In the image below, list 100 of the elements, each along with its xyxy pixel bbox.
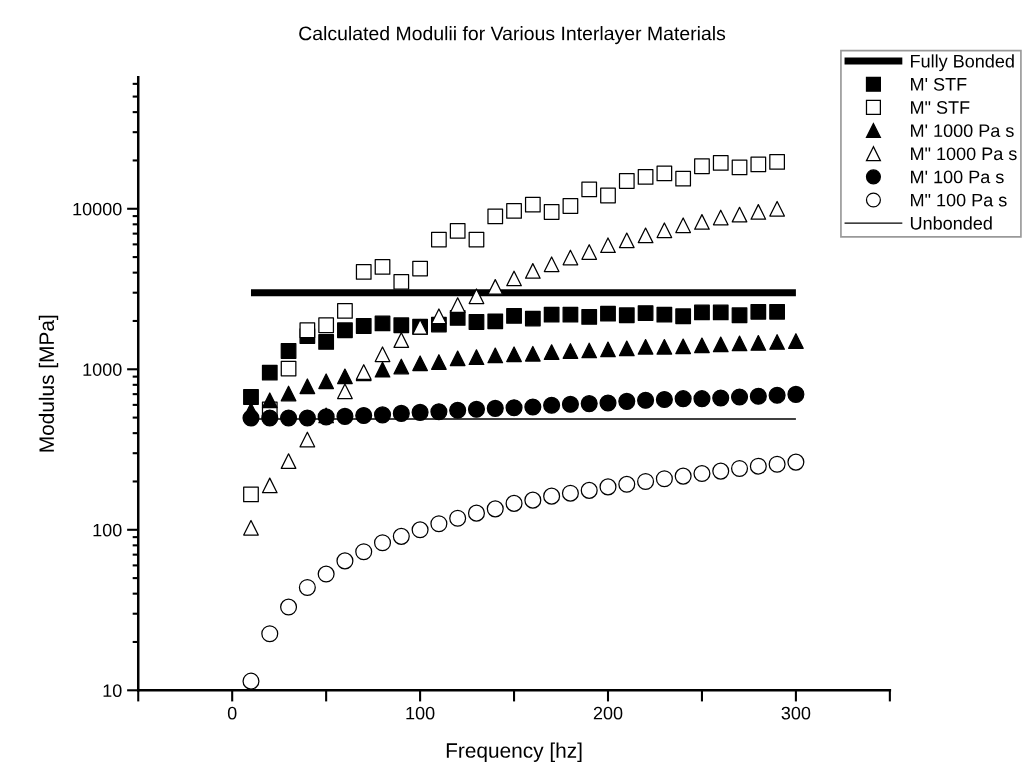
point [712,389,730,407]
chart-title: Calculated Modulii for Various Interlayer Materials [299,26,726,45]
y-tick-label: 100 [93,523,122,537]
point [299,322,316,339]
point [411,403,429,421]
point [600,187,616,204]
point [656,165,673,182]
point [750,303,767,320]
point [580,481,598,499]
point [581,181,598,198]
point [337,322,353,339]
point [430,515,448,533]
x-tick-label: 0 [227,706,237,720]
point [524,491,542,509]
point [581,342,598,359]
x-tick-label: 100 [406,706,435,720]
point [655,470,673,488]
point [675,308,692,325]
point [656,338,673,355]
legend-label: Unbonded [910,216,992,230]
legend-label: M' 1000 Pa s [911,124,1014,138]
point [712,155,729,171]
point [355,406,373,425]
point [486,399,504,417]
point [750,156,767,173]
point [749,457,767,475]
point [618,340,635,357]
legend-label: M' STF [911,77,967,91]
x-axis-title: Frequency [hz] [446,742,582,762]
point [430,403,448,421]
point [581,308,598,325]
point [374,259,391,275]
point [242,672,260,690]
point [355,318,372,334]
point [242,409,260,427]
point [675,170,692,187]
point [487,278,504,295]
point [468,349,485,366]
point [769,303,786,320]
point [449,222,466,239]
point [656,306,673,323]
point [317,565,335,583]
legend-label: Fully Bonded [911,54,1014,72]
point [712,304,729,321]
point [374,361,391,378]
point [543,344,560,360]
point [487,347,504,364]
point [261,625,279,643]
point [449,401,467,419]
point [694,304,710,321]
point [637,472,655,491]
point [561,484,579,502]
point [280,598,298,616]
point [787,453,805,471]
point [637,305,654,321]
point [712,336,729,353]
point [562,343,579,359]
point [694,158,710,175]
point [543,487,561,505]
point [618,307,635,324]
point [505,494,523,512]
point [768,386,786,404]
point [637,391,655,409]
point [730,388,749,406]
point [318,317,335,334]
point [449,509,467,527]
point [355,264,372,280]
point [506,308,522,324]
point [655,390,673,409]
point [600,341,616,358]
point [731,335,748,352]
point [712,462,730,480]
point [467,504,486,522]
point [412,260,429,277]
point [524,310,541,327]
point [468,314,485,330]
point [693,465,711,483]
point [243,486,259,503]
point [561,395,579,413]
point [731,159,748,176]
point [393,317,410,334]
point [787,385,805,403]
y-tick-label: 1000 [83,363,122,376]
point [599,394,617,412]
point [337,368,353,385]
point [618,392,636,410]
point [355,543,373,561]
point [769,334,786,350]
point [449,350,466,367]
point [749,387,767,405]
point [280,409,298,427]
y-axis-title: Modulus [MPa] [38,315,59,452]
point [486,500,504,518]
point [392,404,410,422]
point [467,400,486,418]
point [280,343,297,359]
y-tick-label: 10000 [73,202,122,216]
point [506,203,522,219]
point [468,231,485,248]
point [768,455,786,473]
